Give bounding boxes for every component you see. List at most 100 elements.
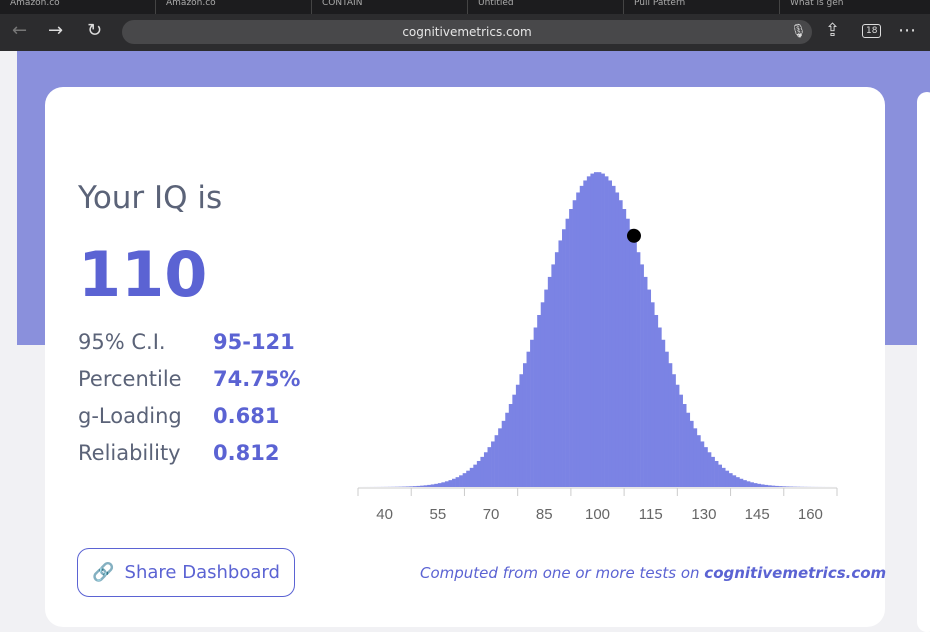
distribution-bar — [601, 174, 605, 487]
distribution-bar — [693, 428, 697, 487]
x-tick-label: 115 — [639, 506, 663, 523]
distribution-bar — [502, 421, 506, 487]
share-label: Share Dashboard — [125, 562, 280, 583]
distribution-bar — [498, 428, 502, 487]
distribution-bar — [654, 315, 658, 487]
distribution-bar — [665, 352, 669, 487]
distribution-bar — [537, 315, 541, 487]
distribution-bar — [456, 477, 460, 487]
x-tick-label: 160 — [798, 506, 823, 523]
link-icon: 🔗 — [92, 562, 114, 583]
distribution-bar — [441, 482, 445, 487]
distribution-bar — [658, 328, 662, 487]
distribution-bar — [495, 435, 499, 487]
distribution-bar — [707, 452, 711, 487]
distribution-bar — [466, 471, 470, 487]
distribution-bar — [512, 395, 516, 487]
distribution-bar — [409, 486, 413, 487]
distribution-bar — [491, 441, 495, 487]
x-tick-label: 70 — [483, 506, 500, 523]
distribution-bar — [519, 374, 523, 487]
distribution-bar — [480, 457, 484, 487]
distribution-bar — [448, 480, 452, 487]
distribution-bar — [424, 485, 428, 487]
distribution-bar — [488, 447, 492, 487]
distribution-bar — [573, 200, 577, 487]
x-tick-label: 55 — [429, 506, 446, 523]
distribution-bar — [743, 480, 747, 487]
distribution-bar — [583, 180, 587, 487]
distribution-bar — [637, 252, 641, 487]
distribution-bar — [644, 277, 648, 487]
distribution-bar — [548, 277, 552, 487]
distribution-bar — [590, 174, 594, 487]
distribution-bar — [445, 481, 449, 487]
distribution-bar — [594, 172, 598, 487]
distribution-bar — [778, 486, 782, 487]
distribution-bar — [523, 363, 527, 487]
distribution-bar — [562, 229, 566, 487]
distribution-bar — [580, 186, 584, 487]
distribution-bar — [757, 484, 761, 487]
distribution-bar — [598, 172, 602, 487]
distribution-bar — [739, 479, 743, 487]
distribution-bar — [732, 475, 736, 487]
distribution-bar — [555, 252, 559, 487]
distribution-bar — [761, 484, 765, 487]
distribution-bar — [473, 465, 477, 487]
distribution-bar — [566, 219, 570, 487]
distribution-bar — [651, 302, 655, 487]
distribution-bar — [509, 404, 513, 487]
distribution-bar — [406, 486, 410, 487]
distribution-bar — [697, 435, 701, 487]
distribution-bar — [558, 240, 562, 487]
distribution-bar — [534, 328, 538, 487]
footer-site-link[interactable]: cognitivemetrics.com — [704, 564, 886, 582]
distribution-bar — [420, 486, 424, 487]
score-marker — [627, 229, 641, 243]
distribution-bar — [505, 413, 509, 487]
distribution-bar — [775, 486, 779, 487]
share-dashboard-button[interactable]: 🔗 Share Dashboard — [77, 548, 295, 597]
distribution-bar — [722, 468, 726, 487]
distribution-bar — [470, 468, 474, 487]
distribution-bar — [683, 404, 687, 487]
footer-prefix: Computed from one or more tests on — [420, 564, 704, 582]
distribution-bar — [679, 395, 683, 487]
distribution-bar — [629, 229, 633, 487]
distribution-bar — [484, 452, 488, 487]
distribution-bar — [715, 461, 719, 487]
distribution-bar — [605, 176, 609, 487]
distribution-bar — [750, 482, 754, 487]
distribution-bar — [736, 477, 740, 487]
distribution-bar — [647, 290, 651, 487]
distribution-bar — [668, 363, 672, 487]
distribution-bar — [729, 473, 733, 487]
distribution-bar — [704, 447, 708, 487]
distribution-bar — [747, 481, 751, 487]
distribution-bar — [690, 421, 694, 487]
distribution-bar — [640, 264, 644, 487]
distribution-bar — [587, 176, 591, 487]
distribution-bar — [527, 352, 531, 487]
distribution-bar — [711, 457, 715, 487]
distribution-bar — [764, 485, 768, 487]
distribution-bar — [576, 192, 580, 487]
distribution-bar — [431, 484, 435, 487]
x-tick-label: 145 — [745, 506, 770, 523]
distribution-bar — [626, 219, 630, 487]
distribution-bar — [672, 374, 676, 487]
distribution-bar — [615, 192, 619, 487]
footer-note: Computed from one or more tests on cogni… — [420, 564, 886, 582]
distribution-bar — [661, 340, 665, 487]
x-tick-label: 130 — [691, 506, 716, 523]
x-tick-label: 100 — [585, 506, 610, 523]
distribution-bar — [541, 302, 545, 487]
distribution-bar — [612, 186, 616, 487]
distribution-bar — [619, 200, 623, 487]
distribution-bar — [459, 475, 463, 487]
distribution-bar — [622, 209, 626, 487]
distribution-bar — [725, 471, 729, 487]
distribution-bar — [413, 486, 417, 487]
x-tick-label: 40 — [376, 506, 393, 523]
